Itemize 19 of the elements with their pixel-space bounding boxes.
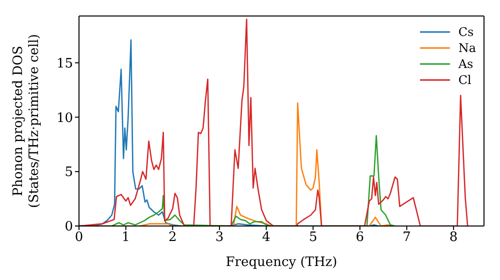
y-tick-label: 0 (64, 220, 73, 235)
y-axis-title: Phonon projected DOS (States/THz·primitive cell) (11, 34, 42, 208)
legend-label: Cl (458, 73, 472, 87)
x-tick-label: 4 (262, 230, 270, 246)
x-tick-label: 5 (308, 230, 318, 246)
y-tick-label: 10 (56, 110, 73, 126)
x-tick-label: 2 (168, 230, 177, 246)
legend-label: As (458, 57, 474, 71)
y-tick-label: 5 (64, 165, 73, 180)
legend-label: Cs (458, 25, 474, 39)
x-axis-title: Frequency (THz) (226, 255, 338, 270)
y-tick-label: 15 (56, 56, 73, 72)
x-tick-label: 0 (74, 230, 84, 246)
x-tick-label: 7 (402, 230, 411, 246)
legend-label: Na (458, 41, 476, 55)
x-tick-label: 1 (122, 230, 130, 246)
x-tick-label: 8 (449, 230, 458, 246)
x-tick-label: 6 (356, 230, 364, 246)
x-tick-label: 3 (215, 230, 224, 246)
